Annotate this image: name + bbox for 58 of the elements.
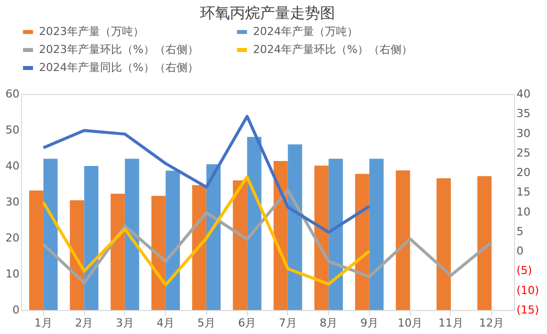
bar: [110, 194, 125, 310]
y2-tick-label: 40: [516, 88, 530, 100]
x-tick-label: 3月: [116, 316, 134, 330]
y2-tick-label: 15: [516, 186, 530, 199]
y2-tick-label: 35: [516, 107, 530, 120]
y-tick-label: 20: [6, 232, 20, 244]
y2-tick-label: 10: [516, 205, 530, 218]
x-tick-label: 6月: [238, 316, 256, 330]
y-tick-label: 40: [6, 160, 20, 172]
bar: [369, 158, 384, 310]
bar: [232, 180, 248, 310]
y2-tick-label: (5): [516, 264, 532, 278]
line-series: [42, 114, 371, 234]
y-tick-label: 50: [6, 124, 20, 136]
bar: [396, 170, 410, 310]
bar: [29, 190, 44, 310]
bar: [84, 166, 98, 310]
y-tick-label: 10: [6, 268, 20, 280]
x-tick-label: 9月: [360, 316, 378, 330]
bar: [328, 158, 343, 310]
y-tick-label: 30: [6, 196, 20, 208]
chart-title: 环氧丙烷产量走势图: [200, 4, 335, 22]
bar: [192, 185, 206, 310]
y2-tick-label: (15): [516, 304, 540, 316]
legend-label: 2023年产量（万吨）: [39, 25, 144, 38]
y2-tick-label: 5: [516, 224, 524, 238]
bar: [43, 158, 58, 310]
x-tick-label: 7月: [278, 316, 297, 330]
y-tick-label: 60: [6, 88, 20, 100]
bar: [436, 178, 451, 310]
y2-tick-label: 30: [516, 126, 530, 140]
legend-label: 2024年产量环比（%）（右侧）: [253, 43, 412, 56]
legend-label: 2024年产量同比（%）（右侧）: [39, 61, 198, 74]
y-tick-label: 0: [12, 304, 20, 316]
x-tick-label: 1月: [34, 316, 52, 330]
x-tick-label: 2月: [75, 316, 94, 330]
line-series: [42, 175, 371, 286]
bar: [355, 174, 370, 310]
bar: [151, 196, 166, 310]
x-tick-label: 10月: [398, 316, 423, 330]
y2-tick-label: 25: [516, 146, 530, 160]
x-tick-label: 12月: [479, 316, 504, 330]
line-series: [42, 188, 494, 284]
legend-label: 2024年产量（万吨）: [253, 25, 358, 38]
x-tick-label: 11月: [438, 316, 464, 330]
bar: [288, 144, 302, 310]
y2-tick-label: (10): [516, 284, 540, 297]
x-tick-label: 5月: [197, 316, 216, 330]
bar: [477, 176, 492, 310]
x-tick-label: 4月: [156, 316, 175, 330]
bar: [124, 158, 140, 310]
x-tick-label: 8月: [320, 316, 338, 330]
bar: [166, 170, 180, 310]
y2-tick-label: 20: [516, 166, 530, 180]
legend-label: 2023年产量环比（%）（右侧）: [39, 43, 198, 56]
bar: [247, 136, 262, 310]
y2-tick-label: 0: [516, 244, 524, 258]
bar: [314, 166, 329, 310]
